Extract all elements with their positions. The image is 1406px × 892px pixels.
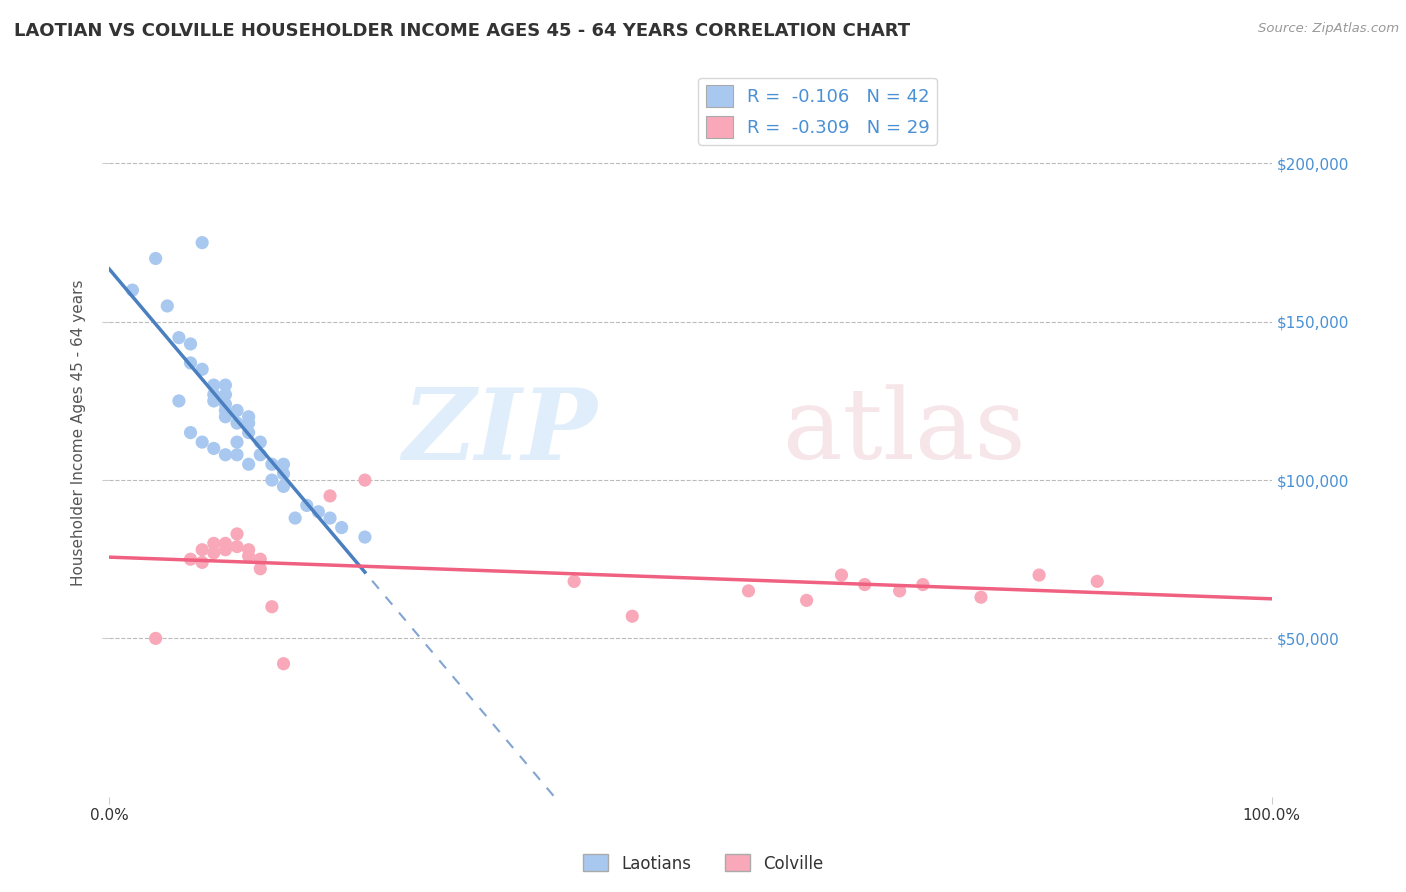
Point [214, 397, 236, 411]
Point [238, 457, 260, 471]
Point [796, 593, 818, 607]
Point [354, 530, 377, 544]
Point [145, 252, 167, 266]
Point [214, 536, 236, 550]
Point [214, 448, 236, 462]
Point [238, 416, 260, 430]
Point [249, 448, 271, 462]
Point [214, 542, 236, 557]
Point [238, 425, 260, 440]
Point [167, 330, 190, 344]
Y-axis label: Householder Income Ages 45 - 64 years: Householder Income Ages 45 - 64 years [72, 279, 86, 586]
Point [889, 583, 911, 598]
Point [226, 527, 249, 541]
Point [295, 499, 318, 513]
Point [260, 599, 283, 614]
Point [202, 442, 225, 456]
Legend: R =  -0.106   N = 42, R =  -0.309   N = 29: R = -0.106 N = 42, R = -0.309 N = 29 [699, 78, 936, 145]
Point [354, 473, 377, 487]
Point [260, 473, 283, 487]
Point [180, 356, 202, 370]
Point [273, 457, 295, 471]
Point [307, 505, 329, 519]
Point [214, 378, 236, 392]
Point [737, 583, 759, 598]
Text: Source: ZipAtlas.com: Source: ZipAtlas.com [1258, 22, 1399, 36]
Point [830, 568, 852, 582]
Point [226, 403, 249, 417]
Legend: Laotians, Colville: Laotians, Colville [576, 847, 830, 880]
Point [1028, 568, 1050, 582]
Point [273, 467, 295, 481]
Point [202, 546, 225, 560]
Point [180, 425, 202, 440]
Point [202, 387, 225, 401]
Point [226, 416, 249, 430]
Point [273, 479, 295, 493]
Point [226, 540, 249, 554]
Point [226, 435, 249, 450]
Point [214, 387, 236, 401]
Point [911, 577, 934, 591]
Point [330, 520, 353, 534]
Text: ZIP: ZIP [402, 384, 598, 481]
Point [238, 549, 260, 563]
Point [284, 511, 307, 525]
Point [319, 489, 342, 503]
Point [562, 574, 585, 589]
Point [273, 657, 295, 671]
Point [180, 337, 202, 351]
Point [167, 393, 190, 408]
Point [145, 632, 167, 646]
Point [214, 403, 236, 417]
Point [121, 283, 143, 297]
Text: LAOTIAN VS COLVILLE HOUSEHOLDER INCOME AGES 45 - 64 YEARS CORRELATION CHART: LAOTIAN VS COLVILLE HOUSEHOLDER INCOME A… [14, 22, 910, 40]
Point [191, 435, 214, 450]
Point [249, 435, 271, 450]
Point [249, 562, 271, 576]
Point [202, 378, 225, 392]
Point [260, 457, 283, 471]
Point [180, 552, 202, 566]
Point [214, 409, 236, 424]
Point [238, 542, 260, 557]
Point [621, 609, 644, 624]
Point [238, 409, 260, 424]
Point [202, 393, 225, 408]
Point [1085, 574, 1108, 589]
Point [156, 299, 179, 313]
Point [191, 235, 214, 250]
Text: atlas: atlas [783, 384, 1026, 481]
Point [319, 511, 342, 525]
Point [970, 591, 993, 605]
Point [191, 555, 214, 569]
Point [226, 448, 249, 462]
Point [202, 536, 225, 550]
Point [853, 577, 876, 591]
Point [249, 552, 271, 566]
Point [191, 542, 214, 557]
Point [191, 362, 214, 376]
